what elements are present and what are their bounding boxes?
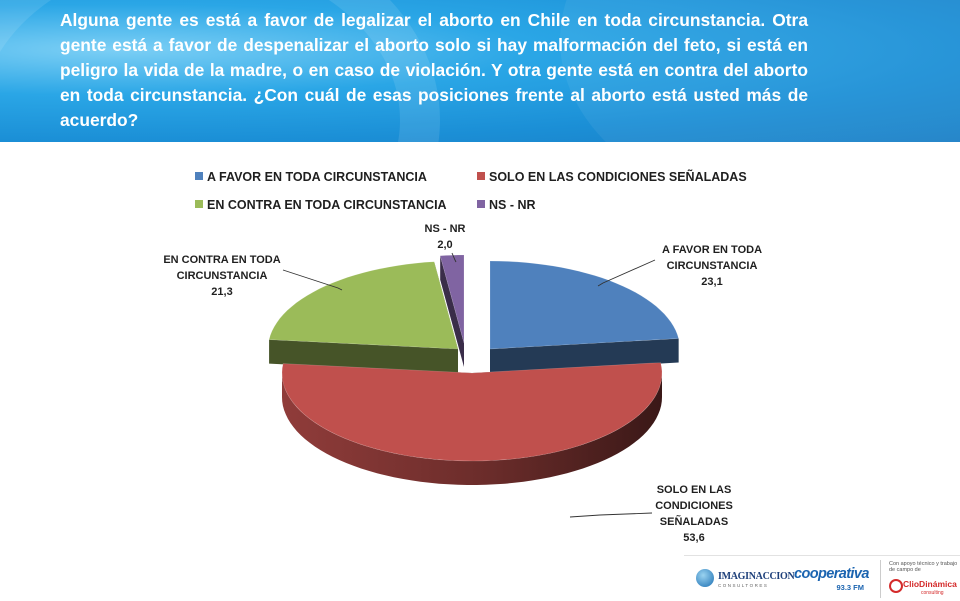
cliodinamica-sub: consulting — [921, 590, 944, 596]
legend-swatch-1 — [477, 172, 485, 180]
legend-label-3: NS - NR — [489, 198, 536, 212]
pie-chart: A FAVOR EN TODA CIRCUNSTANCIA SOLO EN LAS… — [163, 169, 762, 544]
data-label-3-0: NS - NR — [425, 223, 466, 235]
imaginaccion-sub: CONSULTORES — [718, 583, 769, 588]
data-label-0-0: A FAVOR EN TODA — [662, 244, 762, 256]
data-label-1-2: SEÑALADAS — [660, 515, 728, 528]
data-value-1: 53,6 — [683, 532, 704, 544]
imaginaccion-name: IMAGINACCION — [718, 571, 795, 582]
pie-slice-2 — [268, 261, 459, 373]
data-value-3: 2,0 — [437, 239, 452, 251]
legend-label-1: SOLO EN LAS CONDICIONES SEÑALADAS — [489, 169, 747, 184]
data-label-2-1: CIRCUNSTANCIA — [177, 270, 268, 282]
legend-label-2: EN CONTRA EN TODA CIRCUNSTANCIA — [207, 198, 447, 212]
pie-slice-0 — [489, 260, 680, 373]
leader-line-1 — [569, 512, 653, 518]
legend-swatch-2 — [195, 200, 203, 208]
data-label-1-0: SOLO EN LAS — [657, 484, 732, 496]
imaginaccion-logo: IMAGINACCION CONSULTORES — [694, 566, 795, 592]
cooperativa-logo: cooperativa 93.3 FM — [794, 564, 869, 594]
leader-line-0 — [597, 259, 656, 287]
sponsor-logos: IMAGINACCION CONSULTORES cooperativa 93.… — [684, 555, 960, 601]
data-value-2: 21,3 — [211, 286, 232, 298]
legend-label-0: A FAVOR EN TODA CIRCUNSTANCIA — [207, 170, 427, 184]
pie-slice-3 — [439, 254, 465, 367]
globe-icon — [696, 569, 714, 587]
leader-line-3 — [451, 252, 457, 263]
clio-mark-icon — [889, 579, 903, 593]
legend-swatch-3 — [477, 200, 485, 208]
header-banner: Alguna gente es está a favor de legaliza… — [0, 0, 960, 142]
data-label-0-1: CIRCUNSTANCIA — [667, 260, 758, 272]
legend-swatch-0 — [195, 172, 203, 180]
cooperativa-frequency: 93.3 FM — [836, 583, 864, 592]
data-value-0: 23,1 — [701, 276, 722, 288]
pie-slice-1 — [281, 362, 663, 485]
cliodinamica-name: ClioDinámica — [903, 579, 957, 589]
chart-area: A FAVOR EN TODA CIRCUNSTANCIA SOLO EN LAS… — [0, 142, 960, 600]
data-label-1-1: CONDICIONES — [655, 500, 733, 512]
data-label-2-0: EN CONTRA EN TODA — [163, 254, 280, 266]
cooperativa-name: cooperativa — [794, 566, 869, 582]
cliodinamica-note: Con apoyo técnico y trabajo de campo de — [889, 561, 958, 573]
cliodinamica-logo: Con apoyo técnico y trabajo de campo de … — [880, 560, 960, 598]
leader-line-2 — [282, 269, 343, 291]
survey-question: Alguna gente es está a favor de legaliza… — [60, 10, 808, 130]
